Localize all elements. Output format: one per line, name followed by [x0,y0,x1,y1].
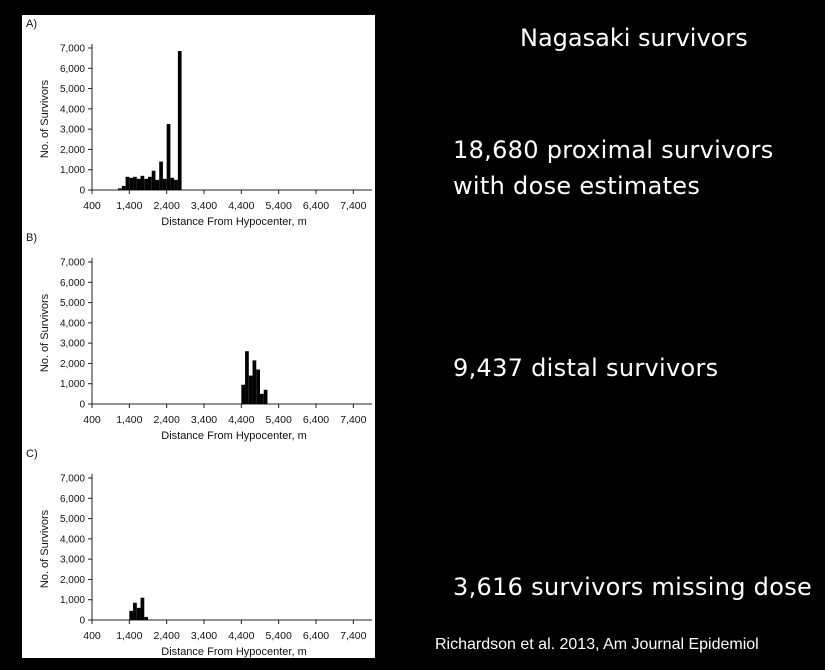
y-tick-label: 3,000 [60,339,85,350]
y-tick-label: 4,000 [60,318,85,329]
y-tick-label: 2,000 [60,145,85,156]
x-tick-label: 1,400 [116,200,142,212]
y-tick-label: 5,000 [60,514,85,525]
x-tick-label: 3,400 [191,630,217,642]
histogram-bar [248,375,253,404]
histogram-bar [144,616,148,620]
x-tick-label: 1,400 [116,414,142,426]
x-tick-label: 7,400 [340,200,366,212]
x-tick-label: 7,400 [340,630,366,642]
histogram-bar [162,178,167,190]
y-tick-label: 1,000 [60,379,85,390]
histogram-bar [148,176,152,190]
panel-label: B) [26,232,37,244]
y-tick-label: 7,000 [60,44,85,55]
x-tick-label: 4,400 [228,414,254,426]
stat-line: 9,437 distal survivors [453,354,719,382]
x-tick-label: 1,400 [116,630,142,642]
histogram-bar [129,177,134,190]
y-tick-label: 5,000 [60,298,85,309]
distal-survivors-text: 9,437 distal survivors [453,350,718,386]
x-tick-label: 7,400 [340,414,366,426]
x-tick-label: 4,400 [228,630,254,642]
y-axis-label: No. of Survivors [39,79,51,158]
histogram-bar [245,351,249,404]
x-tick-label: 3,400 [191,414,217,426]
x-tick-label: 5,400 [266,630,292,642]
histogram-bar [263,389,268,404]
y-tick-label: 4,000 [60,104,85,115]
x-axis-label: Distance From Hypocenter, m [161,646,307,658]
histogram-bar [174,179,178,190]
histogram-bar [121,185,126,190]
panel-label: A) [26,18,37,30]
stat-line: 18,680 proximal survivors [453,136,774,164]
x-axis-label: Distance From Hypocenter, m [161,216,307,228]
x-axis-label: Distance From Hypocenter, m [161,430,307,442]
slide-title: Nagasaki survivors [520,24,748,52]
y-tick-label: 6,000 [60,278,85,289]
x-tick-label: 5,400 [266,200,292,212]
y-tick-label: 3,000 [60,555,85,566]
histogram-bar [133,602,137,620]
figure-panel: A) 0 1,000 2,000 3,000 4,000 5,000 6,000 7,000 40… [22,15,375,658]
y-tick-label: 5,000 [60,84,85,95]
y-tick-label: 0 [79,186,85,197]
proximal-survivors-text: 18,680 proximal survivors with dose esti… [453,132,774,204]
histogram-bar [166,124,171,190]
histogram-bar [155,179,160,190]
histogram-bar [256,369,260,404]
stat-line: with dose estimates [453,172,701,200]
x-tick-label: 400 [83,630,101,642]
stat-line: 3,616 survivors missing dose [453,573,813,601]
histogram-bar [252,360,257,404]
histogram-figure: A) 0 1,000 2,000 3,000 4,000 5,000 6,000 7,000 40… [26,18,372,658]
histogram-bar [177,51,182,190]
histogram-bar [140,597,145,620]
y-tick-label: 7,000 [60,258,85,269]
y-tick-label: 0 [79,616,85,627]
y-tick-label: 1,000 [60,595,85,606]
x-tick-label: 6,400 [303,414,329,426]
panel-label: C) [26,448,38,460]
y-tick-label: 7,000 [60,474,85,485]
histogram-bar [159,161,163,190]
histogram-bar [241,384,246,404]
histogram-bar [140,175,145,190]
histogram-bar [144,178,148,190]
x-tick-label: 2,400 [154,414,180,426]
x-tick-label: 4,400 [228,200,254,212]
histogram-bar [136,607,141,620]
y-tick-label: 2,000 [60,575,85,586]
histogram-bar [170,177,175,190]
x-tick-label: 2,400 [154,630,180,642]
histogram-bar [125,176,130,190]
x-tick-label: 6,400 [303,200,329,212]
y-tick-label: 0 [79,400,85,411]
histogram-bar [260,393,264,404]
y-axis-label: No. of Survivors [39,509,51,588]
histogram-bar [151,170,156,190]
citation: Richardson et al. 2013, Am Journal Epide… [435,636,759,653]
histogram-bar [118,188,122,190]
y-tick-label: 6,000 [60,494,85,505]
y-tick-label: 6,000 [60,64,85,75]
histogram-bar [133,176,137,190]
x-tick-label: 400 [83,200,101,212]
x-tick-label: 400 [83,414,101,426]
x-tick-label: 6,400 [303,630,329,642]
y-tick-label: 1,000 [60,165,85,176]
x-tick-label: 3,400 [191,200,217,212]
y-tick-label: 3,000 [60,125,85,136]
x-tick-label: 2,400 [154,200,180,212]
histogram-bar [129,610,134,620]
y-tick-label: 4,000 [60,534,85,545]
missing-dose-text: 3,616 survivors missing dose [453,569,812,605]
histogram-bar [136,178,141,190]
x-tick-label: 5,400 [266,414,292,426]
y-axis-label: No. of Survivors [39,293,51,372]
y-tick-label: 2,000 [60,359,85,370]
